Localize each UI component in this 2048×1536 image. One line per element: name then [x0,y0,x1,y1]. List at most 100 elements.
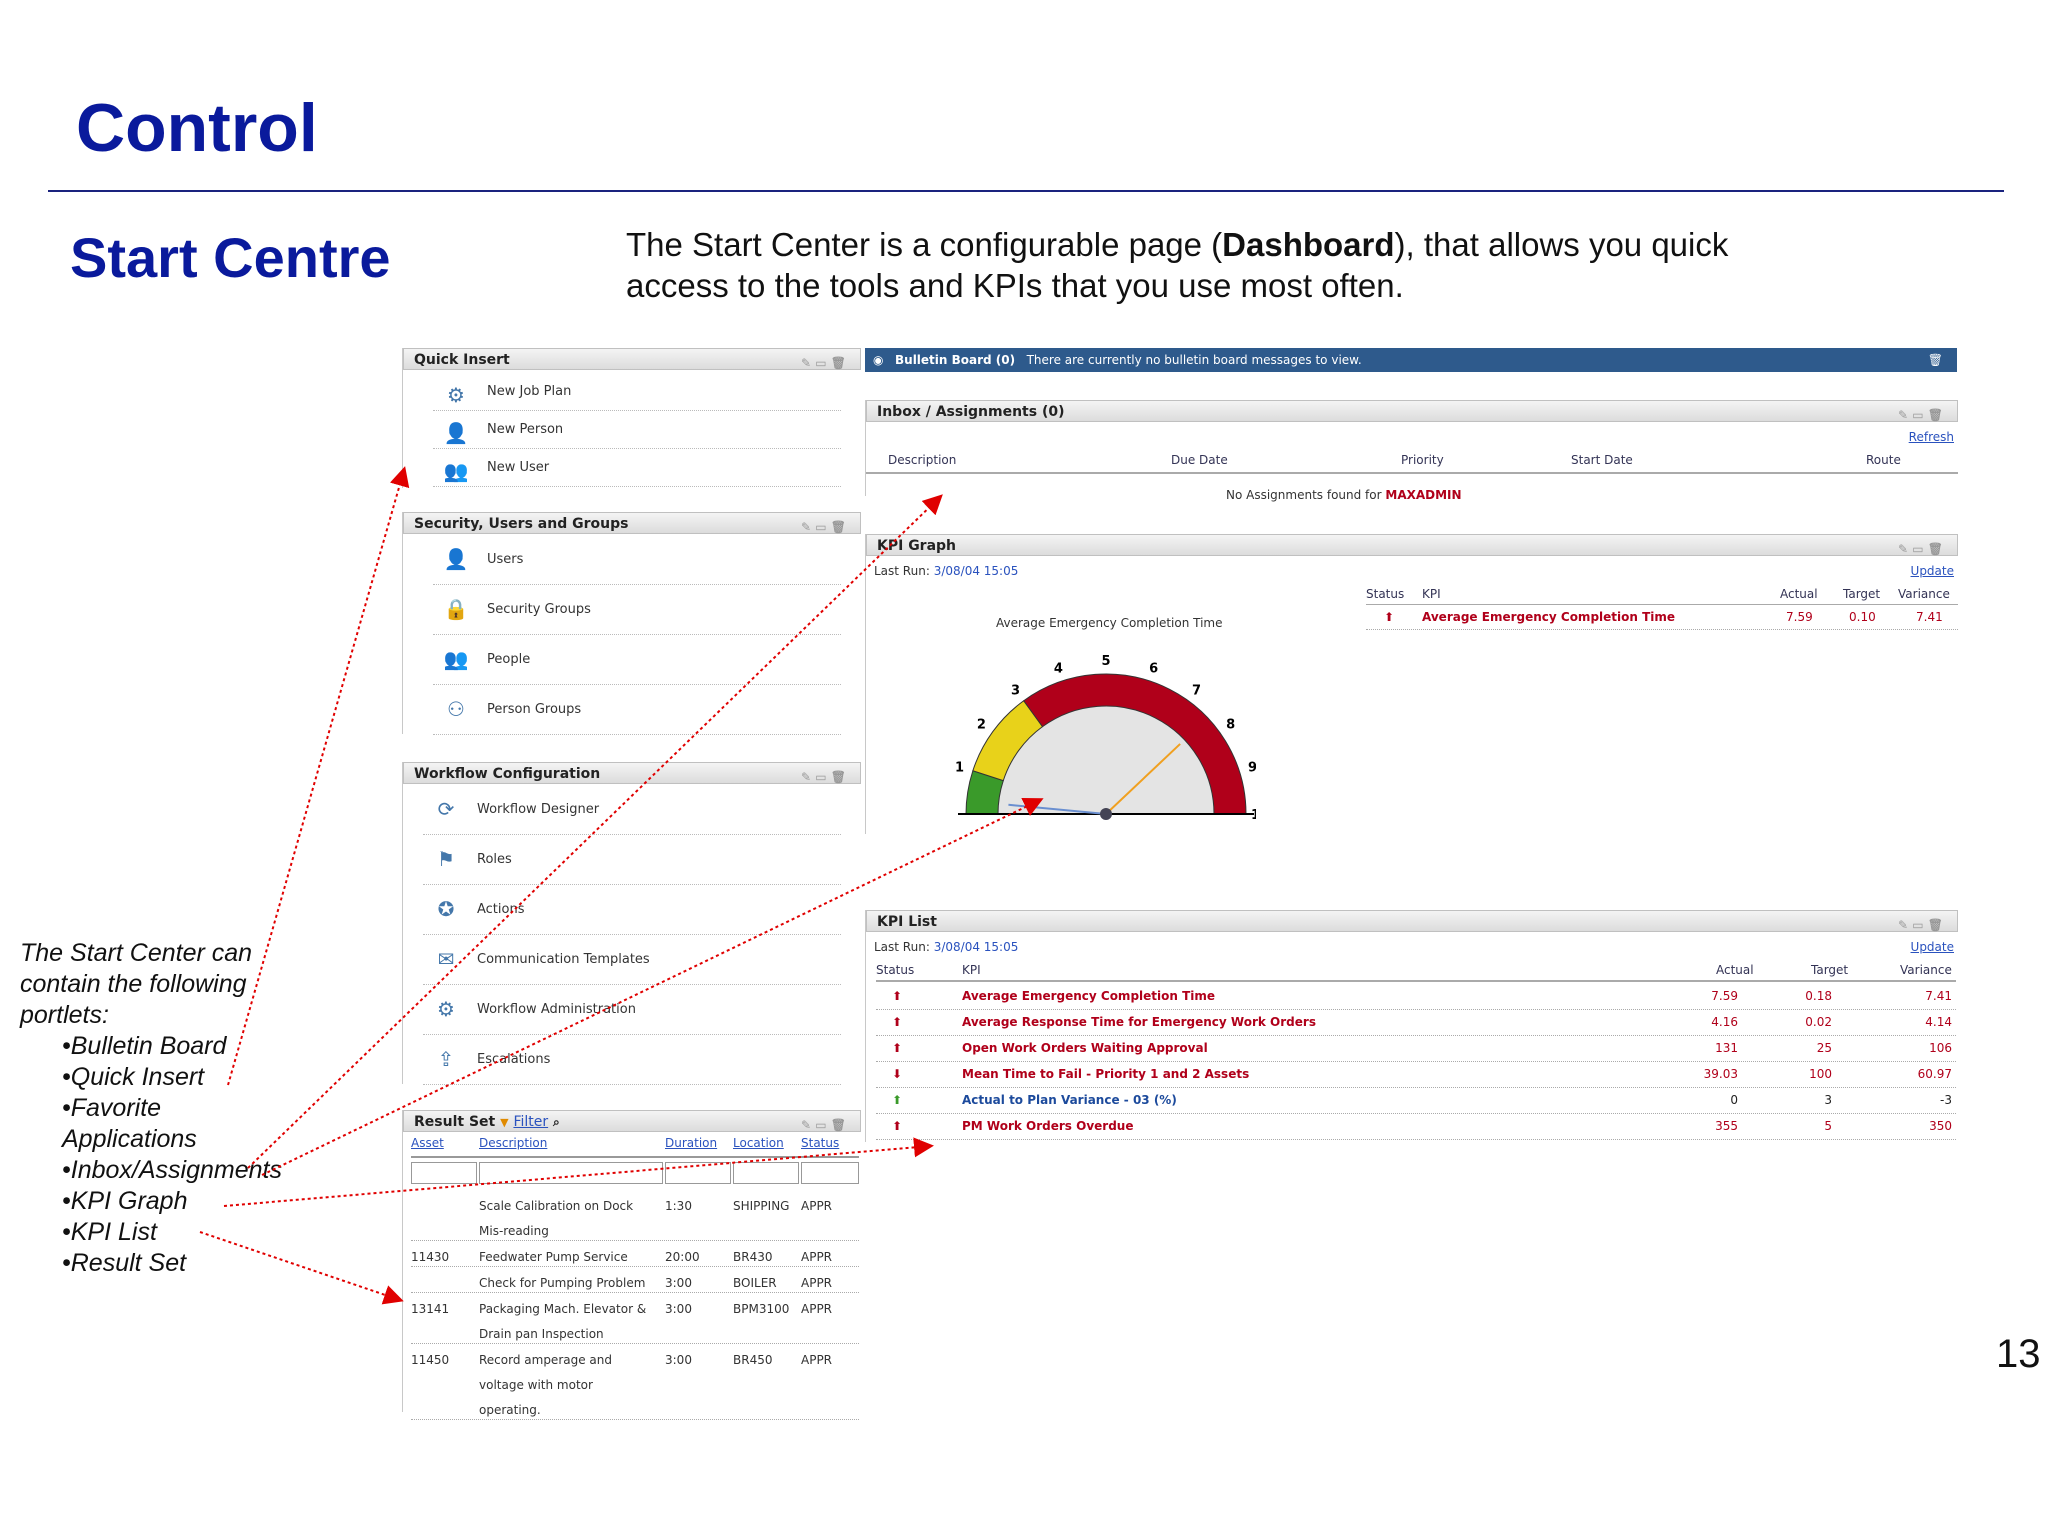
kpi-list-row[interactable]: ⬆ Open Work Orders Waiting Approval 131 25 1… [876,1036,1956,1062]
refresh-link[interactable]: Refresh [1908,430,1954,444]
kpi-list-row[interactable]: ⬆ Average Emergency Completion Time 7.59 0.… [876,984,1956,1010]
target-cell: 5 [1824,1119,1832,1133]
up-arrow-green-icon: ⬆ [892,1093,903,1107]
portlet-controls-icon[interactable]: ✎ ▭ 🗑 [1898,918,1943,932]
workflow-item[interactable]: ✪ Actions [423,886,841,935]
arrow-favorite-apps [247,494,943,1169]
inbox-column-headers: Description Due Date Priority Start Date… [866,450,1958,474]
kpi-graph-row[interactable]: ⬆ Average Emergency Completion Time 7.59… [1366,605,1958,630]
portlet-callout: The Start Center can contain the followi… [20,938,282,1279]
result-set-row[interactable]: 11450 Record amperage and voltage with mot… [411,1344,859,1420]
filter-dropdown-icon[interactable]: ▼ [500,1116,509,1129]
inbox-col-description[interactable]: Description [888,453,957,467]
duration-cell: 1:30 [665,1199,692,1213]
kpi-graph-last-run: Last Run: 3/08/04 15:05 [874,564,1019,578]
column-description[interactable]: Description [479,1136,548,1150]
kpi-name-cell: Average Emergency Completion Time [962,989,1216,1003]
variance-cell: 60.97 [1917,1067,1952,1081]
kpi-graph-table: Status KPI Actual Target Variance ⬆ Aver… [1366,584,1958,630]
quick-insert-item[interactable]: 👥 New User [433,448,841,487]
inbox-header: Inbox / Assignments (0) ✎ ▭ 🗑 [866,400,1958,422]
filter-link[interactable]: Filter [513,1114,549,1130]
workflow-administration-icon: ⚙ [437,997,455,1021]
kpi-graph-col-target: Target [1843,587,1881,601]
gauge-tick-label: 8 [1226,717,1235,732]
security-item[interactable]: 👥 People [433,636,841,685]
portlet-controls-icon[interactable]: ✎ ▭ 🗑 [801,770,846,784]
result-set-row[interactable]: 13141 Packaging Mach. Elevator & Drain pan… [411,1293,859,1344]
binoculars-icon[interactable]: ⌕ [552,1115,560,1129]
portlet-controls-icon[interactable]: ✎ ▭ 🗑 [801,356,846,370]
portlet-controls-icon[interactable]: ✎ ▭ 🗑 [1898,408,1943,422]
gauge-tick-label: 4 [1054,662,1063,677]
arrow-bulletin [227,466,410,1086]
gauge-tick-label: 3 [1011,683,1020,698]
kpi-name-cell: Mean Time to Fail - Priority 1 and 2 Ass… [962,1067,1250,1081]
target-cell: 0.02 [1805,1015,1832,1029]
gauge-tick-label: 1 [956,760,964,775]
kpi-graph-portlet: KPI Graph ✎ ▭ 🗑 Last Run: 3/08/04 15:05 … [865,534,1958,834]
inbox-col-route[interactable]: Route [1866,453,1901,467]
user-icon: 👥 [443,459,469,483]
duration-cell: 20:00 [665,1250,700,1264]
person-icon: 👤 [443,421,469,445]
column-duration[interactable]: Duration [665,1136,718,1150]
kpi-list-row[interactable]: ⬆ Actual to Plan Variance - 03 (%) 0 3 -3 [876,1088,1956,1114]
filter-description-input[interactable] [479,1162,663,1184]
kpi-graph-update-link[interactable]: Update [1910,564,1954,578]
location-cell: BPM3100 [733,1302,790,1316]
security-title: Security, Users and Groups [414,516,629,532]
filter-asset-input[interactable] [411,1162,477,1184]
workflow-item[interactable]: ✉ Communication Templates [423,936,841,985]
kpi-graph-col-variance: Variance [1898,587,1950,601]
quick-insert-item[interactable]: ⚙ New Job Plan [433,372,841,411]
workflow-item[interactable]: ⟳ Workflow Designer [423,786,841,835]
quick-insert-item[interactable]: 👤 New Person [433,410,841,449]
title-divider [48,190,2004,192]
delete-icon[interactable]: 🗑 [1927,353,1943,367]
target-cell: 3 [1824,1093,1832,1107]
quick-insert-title: Quick Insert [414,352,510,368]
inbox-empty-message: No Assignments found for MAXADMIN [1226,488,1462,502]
inbox-col-priority[interactable]: Priority [1401,453,1444,467]
portlet-controls-icon[interactable]: ✎ ▭ 🗑 [801,1118,846,1132]
people-icon: 👥 [443,647,469,671]
duration-cell: 3:00 [665,1276,692,1290]
location-cell: BR450 [733,1353,773,1367]
kpi-list-row[interactable]: ⬆ PM Work Orders Overdue 355 5 350 [876,1114,1956,1140]
filter-status-input[interactable] [801,1162,859,1184]
kpi-list-title: KPI List [877,914,937,930]
security-item[interactable]: 👤 Users [433,536,841,585]
kpi-list-row[interactable]: ⬇ Mean Time to Fail - Priority 1 and 2 As… [876,1062,1956,1088]
asset-cell: 13141 [411,1302,450,1316]
kpi-graph-title: KPI Graph [877,538,957,554]
workflow-item[interactable]: ⚑ Roles [423,836,841,885]
callout-item: •Result Set [62,1249,187,1277]
kpi-list-col-status: Status [876,963,915,977]
actual-cell: 0 [1730,1093,1738,1107]
slide-description: The Start Center is a configurable page … [626,226,1729,304]
result-set-row[interactable]: Scale Calibration on Dock Mis-reading 1:30… [411,1190,859,1241]
portlet-controls-icon[interactable]: ✎ ▭ 🗑 [1898,542,1943,556]
inbox-col-due-date[interactable]: Due Date [1171,453,1228,467]
inbox-col-start-date[interactable]: Start Date [1571,453,1633,467]
kpi-list-update-link[interactable]: Update [1910,940,1954,954]
column-asset[interactable]: Asset [411,1136,444,1150]
filter-location-input[interactable] [733,1162,799,1184]
kpi-list-row[interactable]: ⬆ Average Response Time for Emergency Wor… [876,1010,1956,1036]
kpi-name-cell: Open Work Orders Waiting Approval [962,1041,1208,1055]
filter-duration-input[interactable] [665,1162,731,1184]
actions-icon: ✪ [437,897,455,921]
column-status[interactable]: Status [801,1136,840,1150]
result-set-row[interactable]: Check for Pumping Problem 3:00 BOILER APPR [411,1267,859,1293]
kpi-list-col-kpi: KPI [962,963,981,977]
result-set-row[interactable]: 11430 Feedwater Pump Service 20:00 BR430 APP… [411,1241,859,1267]
kpi-graph-col-kpi: KPI [1422,587,1441,601]
portlet-controls-icon[interactable]: ✎ ▭ 🗑 [801,520,846,534]
workflow-item[interactable]: ⚙ Workflow Administration [423,986,841,1035]
kpi-list-col-actual: Actual [1716,963,1754,977]
security-item[interactable]: ⚇ Person Groups [433,686,841,735]
column-location[interactable]: Location [733,1136,784,1150]
security-item[interactable]: 🔒 Security Groups [433,586,841,635]
slide-subtitle: Start Centre [70,226,391,289]
